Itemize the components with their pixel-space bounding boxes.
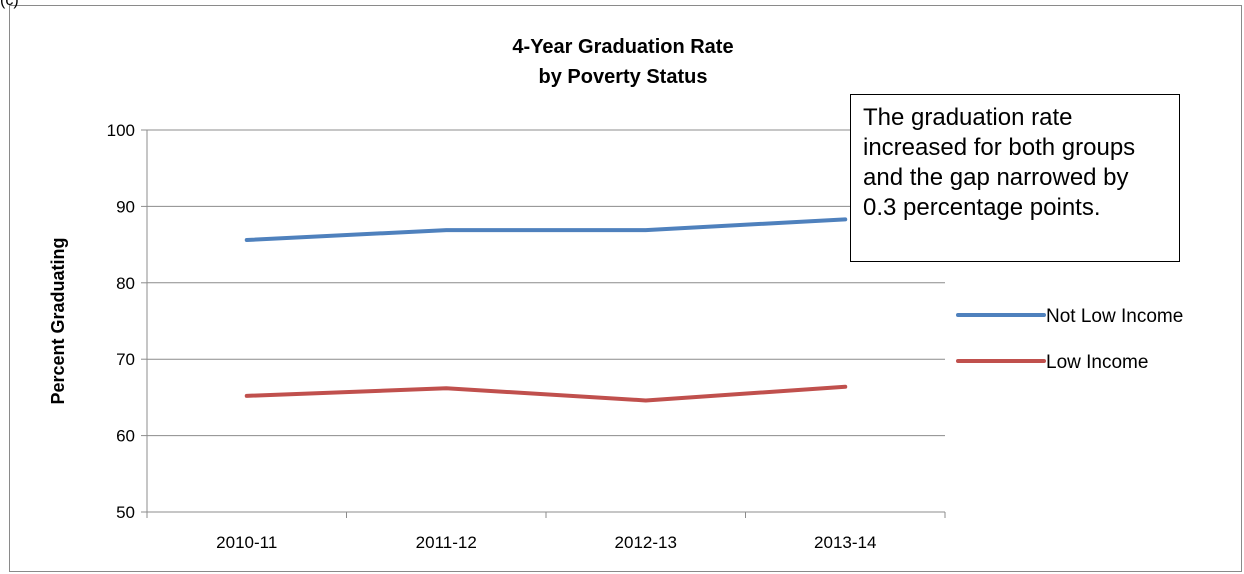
y-tick-label: 100 xyxy=(107,121,135,140)
x-tick-label: 2012-13 xyxy=(615,533,677,552)
y-tick-label: 60 xyxy=(116,427,135,446)
y-tick-label: 90 xyxy=(116,197,135,216)
x-tick-label: 2011-12 xyxy=(416,533,477,552)
x-tick-label: 2010-11 xyxy=(216,533,277,552)
series-line-not-low-income xyxy=(244,217,848,243)
legend-label: Not Low Income xyxy=(1046,306,1183,327)
x-tick-label: 2013-14 xyxy=(814,533,876,552)
series-line-low-income xyxy=(244,384,848,403)
annotation-note: The graduation rate increased for both g… xyxy=(850,94,1180,262)
chart-title: 4-Year Graduation Rate xyxy=(512,36,733,58)
legend-label: Low Income xyxy=(1046,352,1148,373)
chart-title: by Poverty Status xyxy=(539,66,708,88)
y-axis-label: Percent Graduating xyxy=(48,237,68,404)
y-tick-label: 50 xyxy=(116,503,135,522)
y-tick-label: 80 xyxy=(116,274,135,293)
y-tick-label: 70 xyxy=(116,350,135,369)
corner-label: (c) xyxy=(0,0,19,9)
